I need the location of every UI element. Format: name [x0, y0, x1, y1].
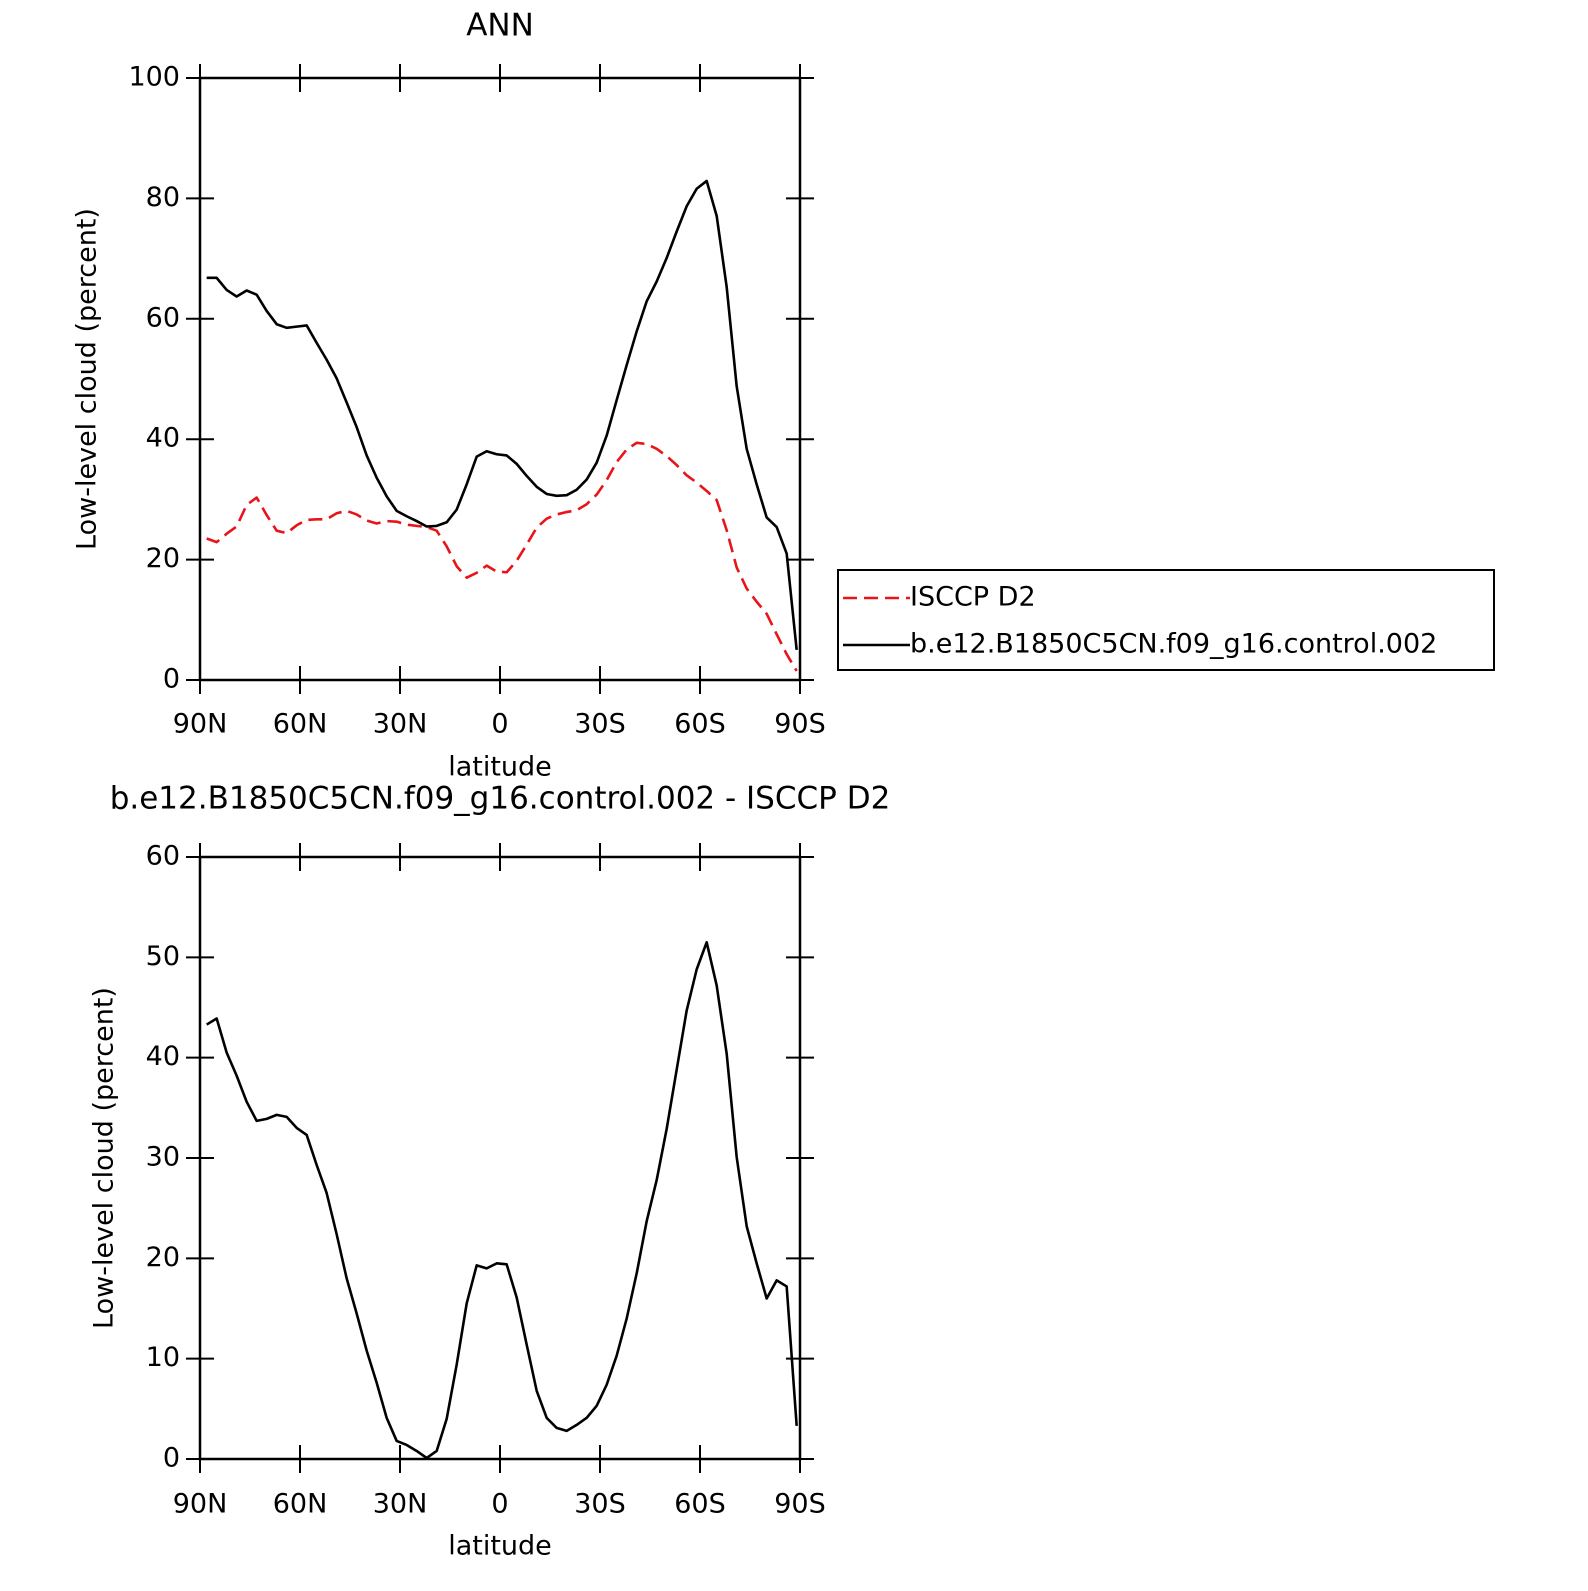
data-line — [206, 179, 798, 651]
x-tick-label: 30S — [574, 709, 626, 740]
y-tick-label: 40 — [146, 423, 180, 454]
x-tick-label: 30S — [574, 1489, 626, 1520]
plot-frame — [198, 76, 802, 682]
y-tick-label: 0 — [163, 1443, 180, 1474]
chart-title: b.e12.B1850C5CN.f09_g16.control.002 - IS… — [110, 781, 891, 817]
y-tick-label: 60 — [146, 841, 180, 872]
y-tick-label: 0 — [163, 664, 180, 695]
x-tick-label: 60S — [674, 709, 726, 740]
x-tick-label: 60N — [273, 1489, 328, 1520]
y-tick-label: 30 — [146, 1142, 180, 1173]
x-tick-label: 90S — [774, 1489, 826, 1520]
x-tick-label: 30N — [373, 709, 428, 740]
y-tick-label: 40 — [146, 1041, 180, 1072]
x-tick-label: 90N — [173, 709, 228, 740]
y-axis-label: Low-level cloud (percent) — [89, 987, 120, 1329]
y-axis-label: Low-level cloud (percent) — [72, 208, 103, 550]
x-tick-label: 60N — [273, 709, 328, 740]
x-tick-label: 0 — [491, 709, 508, 740]
x-tick-label: 90N — [173, 1489, 228, 1520]
legend-label: ISCCP D2 — [910, 582, 1036, 613]
y-tick-label: 50 — [146, 941, 180, 972]
x-axis-label: latitude — [448, 1531, 552, 1562]
x-tick-label: 60S — [674, 1489, 726, 1520]
x-axis-label: latitude — [448, 752, 552, 783]
plot-frame — [198, 855, 802, 1461]
chart-title: ANN — [466, 8, 534, 44]
y-tick-label: 20 — [146, 1242, 180, 1273]
legend-box — [837, 569, 1495, 671]
x-tick-label: 90S — [774, 709, 826, 740]
data-line — [206, 441, 798, 672]
x-tick-label: 30N — [373, 1489, 428, 1520]
y-tick-label: 20 — [146, 543, 180, 574]
y-tick-label: 60 — [146, 302, 180, 333]
x-tick-label: 0 — [491, 1489, 508, 1520]
y-tick-label: 10 — [146, 1342, 180, 1373]
data-line — [205, 940, 798, 1460]
y-tick-label: 100 — [128, 62, 180, 93]
y-tick-label: 80 — [146, 182, 180, 213]
legend-label: b.e12.B1850C5CN.f09_g16.control.002 — [910, 629, 1437, 660]
